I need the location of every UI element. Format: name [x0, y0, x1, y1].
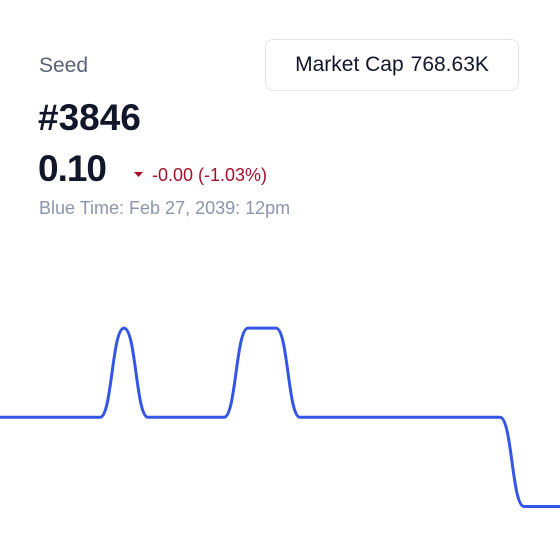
price: 0.10 [38, 148, 107, 189]
asset-label: Seed [39, 54, 89, 77]
market-cap-label: Market Cap [295, 53, 404, 76]
price-line [0, 326, 560, 508]
asset-title: #3846 [38, 97, 141, 138]
market-cap-button[interactable]: Market Cap 768.63K [265, 39, 519, 91]
price-change: -0.00 (-1.03%) [152, 165, 268, 185]
down-arrow [134, 172, 143, 177]
timestamp: Blue Time: Feb 27, 2039: 12pm [39, 198, 291, 218]
market-cap-value: 768.63K [410, 53, 489, 76]
